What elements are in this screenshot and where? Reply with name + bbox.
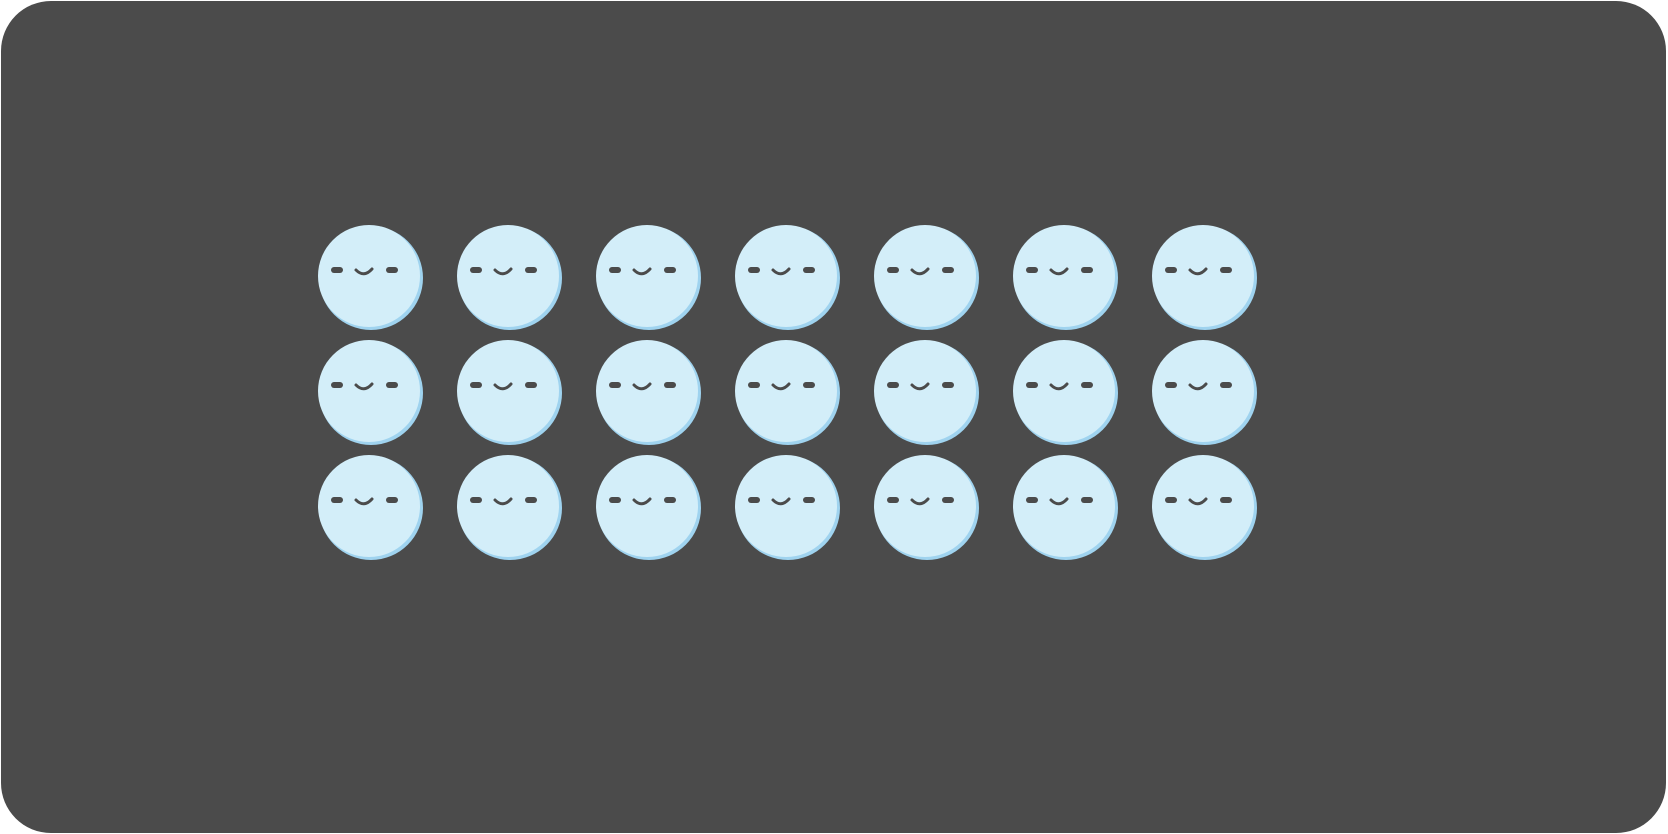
face-tile bbox=[1010, 223, 1120, 333]
face-tile bbox=[871, 453, 981, 563]
sleepy-face-icon bbox=[735, 225, 840, 330]
face-tile bbox=[454, 223, 564, 333]
sleepy-face-icon bbox=[735, 455, 840, 560]
face-tile bbox=[732, 223, 842, 333]
face-grid bbox=[315, 223, 1365, 573]
sleepy-face-icon bbox=[874, 225, 979, 330]
sleepy-face-icon bbox=[318, 455, 423, 560]
sleepy-face-icon bbox=[1013, 455, 1118, 560]
sleepy-face-icon bbox=[1152, 225, 1257, 330]
sleepy-face-icon bbox=[1152, 340, 1257, 445]
face-tile bbox=[1149, 338, 1259, 448]
face-tile bbox=[1149, 223, 1259, 333]
face-tile bbox=[454, 338, 564, 448]
sleepy-face-icon bbox=[1013, 225, 1118, 330]
sleepy-face-icon bbox=[874, 340, 979, 445]
sleepy-face-icon bbox=[457, 455, 562, 560]
face-tile bbox=[454, 453, 564, 563]
face-tile bbox=[871, 223, 981, 333]
sleepy-face-icon bbox=[874, 455, 979, 560]
face-tile bbox=[315, 223, 425, 333]
sleepy-face-icon bbox=[735, 340, 840, 445]
face-tile bbox=[593, 223, 703, 333]
face-tile bbox=[1149, 453, 1259, 563]
sleepy-face-icon bbox=[1152, 455, 1257, 560]
sleepy-face-icon bbox=[596, 455, 701, 560]
face-tile bbox=[871, 338, 981, 448]
sleepy-face-icon bbox=[596, 340, 701, 445]
sleepy-face-icon bbox=[318, 225, 423, 330]
sleepy-face-icon bbox=[457, 225, 562, 330]
sleepy-face-icon bbox=[1013, 340, 1118, 445]
face-tile bbox=[732, 338, 842, 448]
sleepy-face-icon bbox=[318, 340, 423, 445]
face-tile bbox=[315, 453, 425, 563]
face-tile bbox=[593, 453, 703, 563]
face-tile bbox=[593, 338, 703, 448]
face-tile bbox=[315, 338, 425, 448]
sleepy-face-icon bbox=[457, 340, 562, 445]
face-tile bbox=[1010, 338, 1120, 448]
sleepy-face-icon bbox=[596, 225, 701, 330]
face-tile bbox=[1010, 453, 1120, 563]
face-tile bbox=[732, 453, 842, 563]
